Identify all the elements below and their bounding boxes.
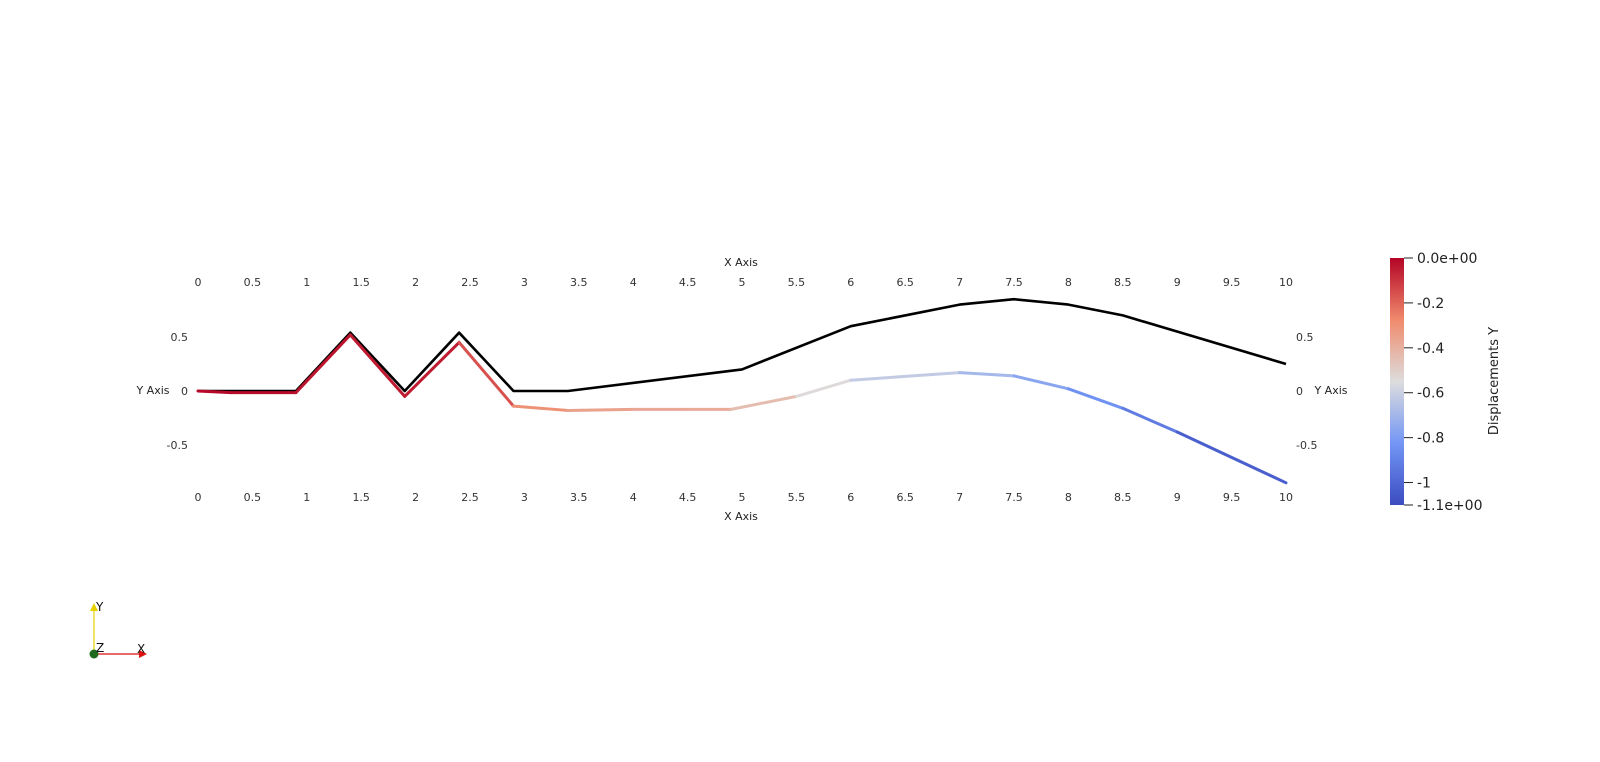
deformed-line-segment: [1175, 430, 1288, 485]
right-y-axis-label: Y Axis: [1313, 384, 1347, 397]
bottom-x-tick-label: 4.5: [679, 491, 697, 504]
bottom-x-tick-label: 5: [739, 491, 746, 504]
bottom-x-tick-label: 7.5: [1005, 491, 1023, 504]
top-x-tick-label: 0.5: [244, 276, 262, 289]
color-legend-label: -1: [1417, 476, 1431, 492]
deformed-line-segment: [1066, 387, 1125, 410]
deformed-line-segment: [348, 333, 407, 398]
bottom-x-tick-label: 3: [521, 491, 528, 504]
top-x-tick-label: 3.5: [570, 276, 588, 289]
bottom-x-tick-label: 1: [303, 491, 310, 504]
left-y-axis-label: Y Axis: [135, 384, 169, 397]
deformed-line-segment: [512, 404, 570, 412]
bottom-x-tick-label: 2: [412, 491, 419, 504]
top-x-tick-label: 7.5: [1005, 276, 1023, 289]
bottom-x-tick-label: 0: [195, 491, 202, 504]
top-x-tick-label: 7: [956, 276, 963, 289]
orientation-y-arrowhead: [90, 603, 98, 611]
left-y-tick-label: -0.5: [167, 439, 188, 452]
left-y-tick-labels: 0.5 0 -0.5: [167, 331, 188, 452]
bottom-x-tick-label: 6.5: [896, 491, 914, 504]
orientation-y-label: Y: [95, 600, 104, 614]
bottom-x-tick-label: 8.5: [1114, 491, 1132, 504]
plot-lines: [196, 297, 1288, 485]
right-y-tick-label: 0: [1296, 385, 1303, 398]
color-legend-label: -0.2: [1417, 296, 1444, 312]
color-legend-labels: 0.0e+00 -0.2 -0.4 -0.6 -0.8 -1 -1.1e+00: [1404, 251, 1482, 514]
bottom-x-tick-label: 1.5: [352, 491, 370, 504]
top-x-tick-label: 4: [630, 276, 637, 289]
deformed-line-segment: [794, 378, 853, 398]
color-legend-label: 0.0e+00: [1417, 251, 1477, 267]
orientation-axes-widget: Y X Z: [89, 600, 147, 659]
top-x-tick-label: 6: [847, 276, 854, 289]
bottom-x-tick-label: 6: [847, 491, 854, 504]
bottom-x-tick-label: 0.5: [244, 491, 262, 504]
bottom-x-tick-label: 2.5: [461, 491, 479, 504]
color-legend-label: -1.1e+00: [1417, 498, 1482, 514]
deformed-line-segment: [566, 407, 635, 412]
undeformed-line-series: [198, 297, 1287, 393]
bottom-x-tick-labels: 0 0.5 1 1.5 2 2.5 3 3.5 4 4.5 5 5.5 6 6.5 7 7.5 8 8.5 9 9.5…: [195, 491, 1294, 504]
top-x-tick-label: 9: [1174, 276, 1181, 289]
left-y-tick-label: 0.5: [171, 331, 189, 344]
bottom-x-tick-label: 10: [1279, 491, 1293, 504]
color-legend-label: -0.6: [1417, 386, 1444, 402]
top-x-tick-label: 3: [521, 276, 528, 289]
orientation-z-axis: [89, 649, 99, 659]
right-y-tick-labels: 0.5 0 -0.5: [1296, 331, 1317, 452]
top-x-tick-label: 1: [303, 276, 310, 289]
bottom-x-tick-label: 3.5: [570, 491, 588, 504]
top-x-tick-label: 2: [412, 276, 419, 289]
bottom-x-tick-label: 4: [630, 491, 637, 504]
deformed-line-segment: [403, 340, 461, 398]
top-x-tick-label: 8: [1065, 276, 1072, 289]
color-legend[interactable]: 0.0e+00 -0.2 -0.4 -0.6 -0.8 -1 -1.1e+00 Displa…: [1390, 251, 1502, 514]
deformed-line-segment: [1121, 406, 1179, 434]
deformed-line-segment: [457, 340, 516, 408]
top-x-tick-label: 1.5: [352, 276, 370, 289]
bottom-x-tick-label: 9.5: [1223, 491, 1241, 504]
bottom-x-tick-label: 8: [1065, 491, 1072, 504]
deformed-line-segment: [958, 371, 1016, 378]
top-x-tick-label: 5.5: [788, 276, 806, 289]
deformed-line-series: [196, 333, 1288, 485]
orientation-z-label: Z: [96, 641, 104, 655]
deformed-line-segment: [849, 371, 962, 382]
color-legend-label: -0.4: [1417, 341, 1444, 357]
top-x-tick-label: 5: [739, 276, 746, 289]
bottom-x-tick-label: 9: [1174, 491, 1181, 504]
top-x-tick-label: 9.5: [1223, 276, 1241, 289]
top-x-tick-label: 4.5: [679, 276, 697, 289]
deformed-line-segment: [729, 394, 798, 411]
bottom-x-axis-label: X Axis: [724, 510, 758, 523]
color-legend-label: -0.8: [1417, 431, 1444, 447]
orientation-x-arrowhead: [139, 650, 147, 658]
deformed-line-segment: [294, 333, 352, 395]
color-legend-title: Displacements Y: [1487, 327, 1502, 435]
orientation-x-label: X: [137, 642, 145, 656]
deformed-line-segment: [196, 389, 233, 395]
top-x-tick-label: 0: [195, 276, 202, 289]
deformed-line-segment: [1012, 374, 1070, 391]
top-x-tick-label: 6.5: [896, 276, 914, 289]
right-y-tick-label: 0.5: [1296, 331, 1314, 344]
top-x-tick-label: 8.5: [1114, 276, 1132, 289]
right-y-tick-label: -0.5: [1296, 439, 1317, 452]
top-x-axis-label: X Axis: [724, 256, 758, 269]
top-x-tick-labels: 0 0.5 1 1.5 2 2.5 3 3.5 4 4.5 5 5.5 6 6.5 7 7.5 8 8.5 9 9.5…: [195, 276, 1294, 289]
color-legend-bar: [1390, 258, 1404, 505]
top-x-tick-label: 2.5: [461, 276, 479, 289]
bottom-x-tick-label: 5.5: [788, 491, 806, 504]
top-x-tick-label: 10: [1279, 276, 1293, 289]
bottom-x-tick-label: 7: [956, 491, 963, 504]
left-y-tick-label: 0: [181, 385, 188, 398]
